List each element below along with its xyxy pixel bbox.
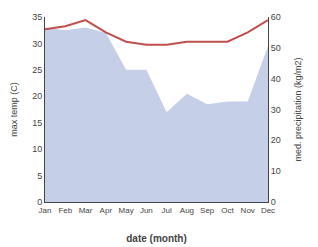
svg-text:35: 35 [32, 12, 42, 22]
svg-text:5: 5 [37, 171, 42, 181]
svg-text:Jul: Jul [162, 206, 172, 215]
svg-text:Aug: Aug [180, 206, 194, 215]
svg-text:Jun: Jun [140, 206, 153, 215]
svg-text:max temp (C): max temp (C) [9, 82, 19, 137]
svg-text:date (month): date (month) [126, 233, 187, 244]
svg-text:Oct: Oct [221, 206, 234, 215]
svg-text:Apr: Apr [100, 206, 113, 215]
svg-text:Dec: Dec [261, 206, 275, 215]
svg-text:Mar: Mar [79, 206, 93, 215]
svg-text:Feb: Feb [58, 206, 72, 215]
svg-text:10: 10 [32, 144, 42, 154]
svg-text:25: 25 [32, 65, 42, 75]
svg-text:Jan: Jan [39, 206, 52, 215]
svg-text:med. precipitation (kg/m2): med. precipitation (kg/m2) [293, 57, 303, 161]
svg-text:Sep: Sep [200, 206, 215, 215]
svg-text:May: May [119, 206, 134, 215]
svg-text:40: 40 [271, 74, 281, 84]
svg-text:30: 30 [32, 39, 42, 49]
svg-text:Nov: Nov [241, 206, 255, 215]
svg-text:15: 15 [32, 118, 42, 128]
svg-text:0: 0 [271, 197, 276, 207]
svg-text:20: 20 [271, 135, 281, 145]
svg-text:20: 20 [32, 91, 42, 101]
svg-text:60: 60 [271, 12, 281, 22]
svg-text:30: 30 [271, 105, 281, 115]
svg-text:0: 0 [37, 197, 42, 207]
svg-text:50: 50 [271, 43, 281, 53]
svg-text:10: 10 [271, 166, 281, 176]
